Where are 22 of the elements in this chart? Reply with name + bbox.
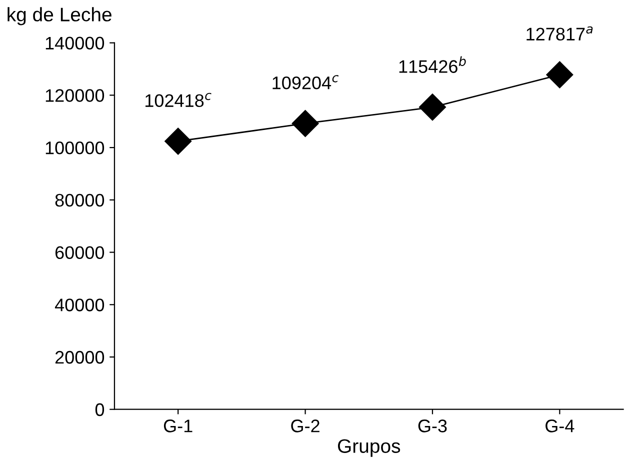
point	[419, 94, 446, 121]
data-label: 102418$^{c}$	[146, 92, 212, 108]
x-tick-label: G-1	[164, 420, 192, 432]
y-tick-label: 0	[95, 403, 104, 416]
y-tick-label: 20000	[55, 350, 104, 364]
y-tick-label: 100000	[46, 141, 104, 154]
y-tick-label: 140000	[46, 36, 104, 50]
x-tick-label: G-4	[546, 420, 574, 432]
data-label: 115426$^{b}$	[399, 56, 466, 73]
y-tick-label: 40000	[54, 298, 104, 312]
y-tick-label: 120000	[46, 89, 104, 102]
x-tick-label: G-3	[418, 420, 447, 432]
y-axis-title: kg de Leche	[8, 7, 112, 26]
point	[546, 61, 574, 88]
x-tick-label: G-2	[291, 420, 320, 432]
point	[292, 110, 319, 137]
data-label: 109204$^{c}$	[272, 75, 339, 90]
data-label: 127817$^{a}$	[526, 26, 593, 41]
point	[164, 128, 192, 155]
y-tick-label: 80000	[55, 194, 104, 207]
x-axis-title: Grupos	[338, 439, 400, 457]
y-tick-label: 60000	[55, 246, 104, 259]
